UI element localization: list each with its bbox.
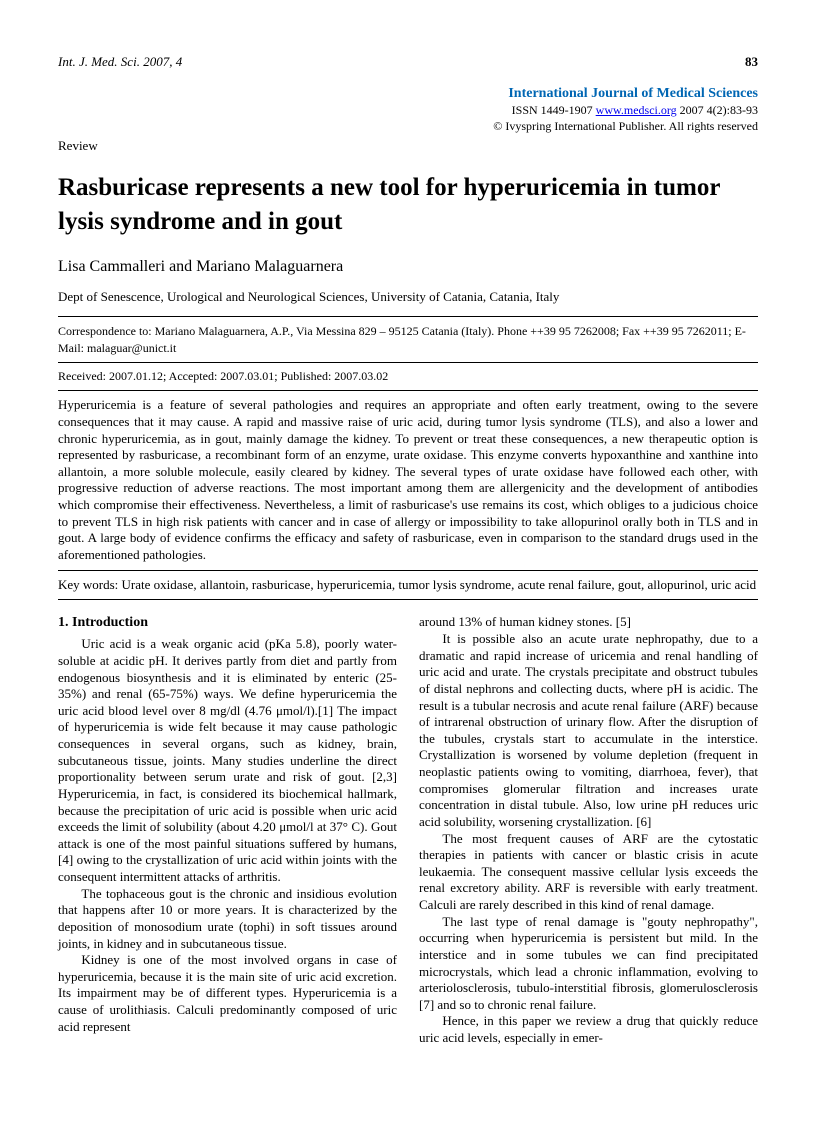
journal-abbrev: Int. J. Med. Sci. 2007, 4 bbox=[58, 54, 182, 71]
paragraph: Hence, in this paper we review a drug th… bbox=[419, 1013, 758, 1046]
paragraph: around 13% of human kidney stones. [5] bbox=[419, 614, 758, 631]
paragraph: Kidney is one of the most involved organ… bbox=[58, 952, 397, 1035]
copyright: © Ivyspring International Publisher. All… bbox=[58, 119, 758, 135]
section-heading: 1. Introduction bbox=[58, 614, 397, 632]
issn-line: ISSN 1449-1907 www.medsci.org 2007 4(2):… bbox=[58, 103, 758, 119]
divider bbox=[58, 362, 758, 363]
affiliation: Dept of Senescence, Urological and Neuro… bbox=[58, 289, 758, 306]
running-header: Int. J. Med. Sci. 2007, 4 83 bbox=[58, 54, 758, 71]
paragraph: Uric acid is a weak organic acid (pKa 5.… bbox=[58, 636, 397, 885]
paragraph: The last type of renal damage is "gouty … bbox=[419, 914, 758, 1014]
right-column: around 13% of human kidney stones. [5] I… bbox=[419, 614, 758, 1046]
paragraph: The tophaceous gout is the chronic and i… bbox=[58, 886, 397, 953]
authors: Lisa Cammalleri and Mariano Malaguarnera bbox=[58, 257, 758, 278]
paragraph: The most frequent causes of ARF are the … bbox=[419, 831, 758, 914]
left-column: 1. Introduction Uric acid is a weak orga… bbox=[58, 614, 397, 1046]
body-columns: 1. Introduction Uric acid is a weak orga… bbox=[58, 614, 758, 1046]
paragraph: It is possible also an acute urate nephr… bbox=[419, 631, 758, 831]
divider bbox=[58, 316, 758, 317]
divider bbox=[58, 570, 758, 571]
abstract: Hyperuricemia is a feature of several pa… bbox=[58, 397, 758, 563]
article-type: Review bbox=[58, 138, 758, 155]
divider bbox=[58, 390, 758, 391]
page-number: 83 bbox=[745, 54, 758, 71]
journal-block: International Journal of Medical Science… bbox=[58, 85, 758, 134]
dates: Received: 2007.01.12; Accepted: 2007.03.… bbox=[58, 369, 758, 385]
journal-url-link[interactable]: www.medsci.org bbox=[596, 103, 677, 117]
divider bbox=[58, 599, 758, 600]
article-title: Rasburicase represents a new tool for hy… bbox=[58, 171, 758, 239]
correspondence: Correspondence to: Mariano Malaguarnera,… bbox=[58, 323, 758, 355]
keywords: Key words: Urate oxidase, allantoin, ras… bbox=[58, 577, 758, 594]
journal-name: International Journal of Medical Science… bbox=[58, 85, 758, 103]
